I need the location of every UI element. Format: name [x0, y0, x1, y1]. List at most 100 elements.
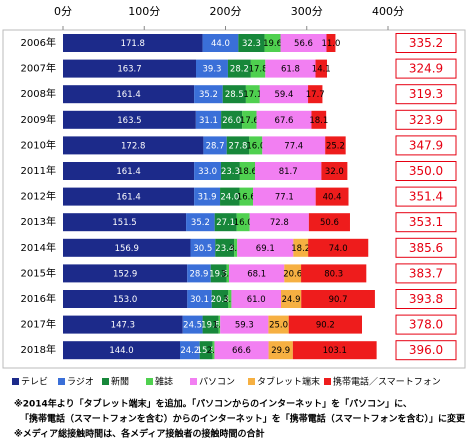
bar-segment [288, 315, 362, 334]
bar-segment [301, 264, 367, 283]
category-label: 2006年 [21, 36, 56, 49]
bar-segment [187, 264, 211, 283]
data-label: 20.6 [283, 269, 302, 279]
data-label: 18.2 [291, 244, 310, 254]
data-label: 23.4 [215, 244, 234, 254]
data-label: 56.6 [294, 39, 313, 49]
bar-segment [211, 290, 229, 308]
bar-segment [63, 34, 203, 52]
data-label: 11.0 [321, 39, 340, 49]
bar-segment [268, 341, 293, 360]
bar-segment [250, 59, 266, 78]
category-label: 2012年 [21, 190, 56, 203]
data-label: 16.0 [234, 218, 253, 228]
bar-segment [239, 162, 255, 180]
data-label: 17.8 [249, 65, 268, 75]
bar-segment [259, 85, 309, 104]
data-label: 172.8 [121, 141, 145, 151]
bar-segment [63, 136, 204, 155]
data-label: 40.4 [323, 193, 342, 203]
data-label: 103.1 [323, 346, 347, 356]
data-label: 32.0 [325, 167, 344, 177]
bar-segment [253, 187, 316, 206]
legend-label: 新聞 [111, 376, 129, 388]
legend-swatch [146, 378, 153, 385]
plot-frame [2, 29, 466, 369]
data-label: 74.0 [329, 244, 348, 254]
category-label: 2013年 [21, 215, 56, 228]
data-label: 23.3 [221, 167, 240, 177]
data-label: 24.9 [282, 295, 301, 305]
data-label: 32.3 [242, 39, 261, 49]
bar-segment [195, 110, 222, 129]
bar-segment [226, 264, 229, 283]
bar-segment [218, 315, 221, 334]
data-label: 18.1 [309, 116, 328, 126]
category-label: 2011年 [21, 164, 56, 177]
data-label: 59.3 [235, 321, 254, 331]
data-label: 16.6 [237, 193, 256, 203]
data-label: 16.0 [246, 141, 265, 151]
bar-segment [194, 162, 221, 180]
total-box [395, 340, 457, 361]
data-label: 61.0 [247, 295, 266, 305]
bar-segment [212, 341, 215, 360]
category-label: 2010年 [21, 138, 56, 151]
x-tick-label: 400分 [372, 5, 404, 18]
bar-segment [308, 238, 369, 257]
bar-segment [203, 136, 227, 155]
data-label: 25.2 [326, 141, 345, 151]
bar-segment [280, 290, 302, 308]
bar-segment [254, 162, 322, 180]
data-label: 68.1 [247, 269, 266, 279]
bar-segment [63, 110, 196, 129]
total-label: 347.9 [409, 138, 443, 152]
bar-segment [215, 238, 235, 257]
data-label: 29.9 [271, 346, 290, 356]
data-label: 161.4 [116, 90, 140, 100]
x-tick-label: 200分 [210, 5, 242, 18]
bar-segment [326, 34, 336, 52]
bar-segment [256, 110, 312, 129]
data-label: 151.5 [112, 218, 136, 228]
data-label: 3.6 [229, 244, 243, 254]
bar-segment [63, 162, 195, 180]
bar-segment [249, 136, 263, 155]
legend-swatch [12, 378, 19, 385]
bar-segment [186, 213, 215, 232]
legend-swatch [58, 378, 65, 385]
total-label: 351.4 [409, 190, 443, 204]
bar-segment [63, 341, 180, 360]
bar-segment [63, 238, 191, 257]
data-label: 35.2 [191, 218, 210, 228]
bar-segment [321, 162, 348, 180]
bar-segment [268, 315, 289, 334]
data-label: 2.3 [207, 346, 221, 356]
bar-segment [311, 110, 327, 129]
bar-segment [180, 341, 200, 360]
bar-segment [63, 187, 195, 206]
data-label: 77.4 [284, 141, 303, 151]
x-tick-label: 0分 [54, 5, 72, 18]
total-label: 353.1 [409, 215, 443, 229]
bar-segment [292, 341, 377, 360]
category-label: 2007年 [21, 62, 56, 75]
data-label: 31.1 [199, 116, 218, 126]
data-label: 28.5 [225, 90, 244, 100]
total-label: 323.9 [409, 113, 443, 127]
data-label: 17.1 [243, 90, 262, 100]
bar-segment [239, 187, 254, 206]
data-label: 20.4 [211, 295, 230, 305]
data-label: 161.4 [116, 167, 140, 177]
total-label: 335.2 [409, 36, 443, 50]
category-label: 2015年 [21, 266, 56, 279]
total-label: 324.9 [409, 62, 443, 76]
bar-segment [227, 59, 251, 78]
data-label: 90.2 [316, 321, 335, 331]
total-label: 396.0 [409, 343, 443, 357]
data-label: 59.4 [274, 90, 293, 100]
data-label: 81.7 [279, 167, 298, 177]
total-box [395, 237, 457, 258]
legend-label: 雑誌 [155, 376, 173, 388]
legend-label: テレビ [21, 377, 48, 388]
